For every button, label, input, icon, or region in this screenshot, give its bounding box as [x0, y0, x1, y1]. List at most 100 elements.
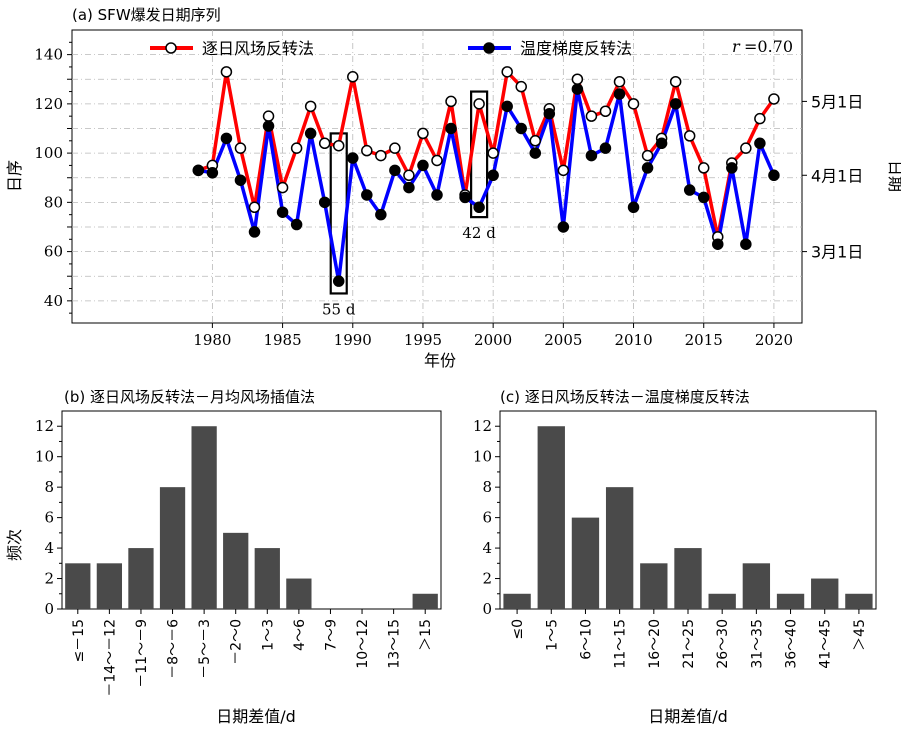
x-tick-label: 13～15 — [387, 619, 403, 669]
point-wind — [515, 80, 527, 93]
point-wind — [417, 127, 429, 140]
point-wind — [669, 75, 682, 88]
x-tick-label: 2015 — [685, 331, 723, 349]
panel-b-title: (b) 逐日风场反转法－月均风场插值法 — [64, 388, 315, 406]
x-tick-label: ≤－15 — [71, 619, 87, 663]
point-temp — [754, 137, 766, 150]
point-wind — [347, 71, 359, 83]
x-tick-label: 26～30 — [715, 619, 731, 669]
point-temp — [768, 169, 780, 182]
y-tick-label: 4 — [482, 539, 492, 557]
point-temp — [473, 201, 485, 214]
point-temp — [361, 189, 373, 201]
point-temp — [585, 149, 598, 162]
point-wind — [361, 144, 373, 157]
panel-a-title: (a) SFW爆发日期序列 — [72, 6, 221, 24]
point-temp — [248, 226, 261, 238]
point-temp — [192, 164, 205, 177]
x-tick-label: 31～35 — [749, 619, 765, 669]
panel-a-legend: 逐日风场反转法 温度梯度反转法 — [150, 39, 632, 58]
y-tick-label: 60 — [44, 243, 63, 261]
point-wind — [332, 139, 345, 152]
point-wind — [304, 100, 317, 113]
point-temp — [445, 122, 457, 135]
bar — [412, 593, 438, 609]
panel-a-y2-axis-label: 日期 — [886, 160, 901, 192]
bar — [223, 532, 249, 609]
x-tick-label: 21～25 — [681, 619, 697, 669]
point-wind — [248, 201, 261, 214]
point-temp — [501, 100, 513, 113]
x-tick-label: 1985 — [263, 331, 301, 349]
x-tick-label: 1980 — [193, 331, 231, 349]
point-temp — [332, 275, 345, 287]
bar — [811, 578, 839, 609]
y-tick-label: 2 — [482, 570, 492, 588]
point-wind — [740, 142, 752, 154]
point-temp — [403, 181, 415, 194]
point-wind — [557, 164, 570, 177]
bar — [708, 593, 736, 609]
x-tick-label: 4～6 — [292, 619, 308, 651]
point-temp — [375, 208, 387, 221]
y-tick-label: 6 — [482, 509, 492, 527]
point-temp — [389, 164, 401, 177]
x-tick-label: －2～0 — [229, 619, 245, 665]
difference-label: 42 d — [462, 224, 496, 242]
bar — [845, 593, 873, 609]
bar — [640, 563, 668, 609]
point-temp — [627, 201, 640, 214]
bar — [128, 548, 154, 609]
bar — [159, 487, 186, 609]
x-tick-label: ＞45 — [852, 619, 868, 651]
y-tick-label: 0 — [482, 600, 492, 618]
panel-b-x-axis-label: 日期差值/d — [216, 707, 296, 726]
panel-a-axes: 1980 1985 1990 1995 2000 2005 2010 2015 2020 40 60… — [34, 41, 863, 349]
point-wind — [683, 130, 696, 142]
point-wind — [389, 142, 401, 154]
point-temp — [431, 189, 443, 201]
panel-a-series — [192, 66, 780, 287]
y-tick-label: 8 — [482, 478, 492, 496]
point-temp — [347, 152, 359, 164]
y-tick-label: 100 — [34, 144, 63, 162]
legend-marker-wind — [165, 42, 177, 54]
y-tick-label: 40 — [44, 292, 63, 310]
panel-a-line-chart: (a) SFW爆发日期序列 1980 1985 1990 1995 2000 2005 20… — [5, 6, 901, 370]
point-wind — [754, 112, 766, 125]
x-tick-label: 2000 — [474, 331, 512, 349]
x-tick-label: 36～40 — [784, 619, 800, 669]
point-temp — [234, 174, 247, 186]
x-tick-label: ＞15 — [418, 619, 434, 651]
point-wind — [585, 110, 598, 122]
legend-label-temp: 温度梯度反转法 — [520, 39, 632, 58]
bar — [96, 563, 123, 609]
point-wind — [627, 98, 640, 110]
point-wind — [318, 137, 331, 150]
point-temp — [613, 88, 626, 100]
panel-a-x-axis-label: 年份 — [424, 351, 456, 370]
x-tick-label: 1～3 — [260, 619, 276, 651]
point-temp — [740, 238, 752, 250]
point-temp — [557, 221, 570, 233]
bar — [742, 563, 771, 609]
panel-c-title: (c) 逐日风场反转法－温度梯度反转法 — [500, 388, 750, 406]
y2-tick-label: 3月1日 — [811, 243, 863, 262]
point-temp — [669, 98, 682, 110]
bar — [286, 578, 312, 609]
y-tick-label: 120 — [34, 95, 63, 113]
bar — [537, 426, 565, 609]
point-wind — [403, 169, 415, 182]
point-wind — [473, 98, 485, 110]
x-tick-label: 1990 — [334, 331, 372, 349]
y-tick-label: 10 — [473, 448, 492, 466]
point-temp — [459, 191, 471, 204]
point-wind — [375, 149, 387, 162]
point-temp — [641, 162, 654, 174]
panel-a-grid — [72, 30, 802, 323]
x-tick-label: －11～－9 — [134, 619, 150, 688]
y-tick-label: 4 — [44, 539, 54, 557]
y-tick-label: 2 — [44, 570, 54, 588]
point-temp — [712, 238, 724, 250]
